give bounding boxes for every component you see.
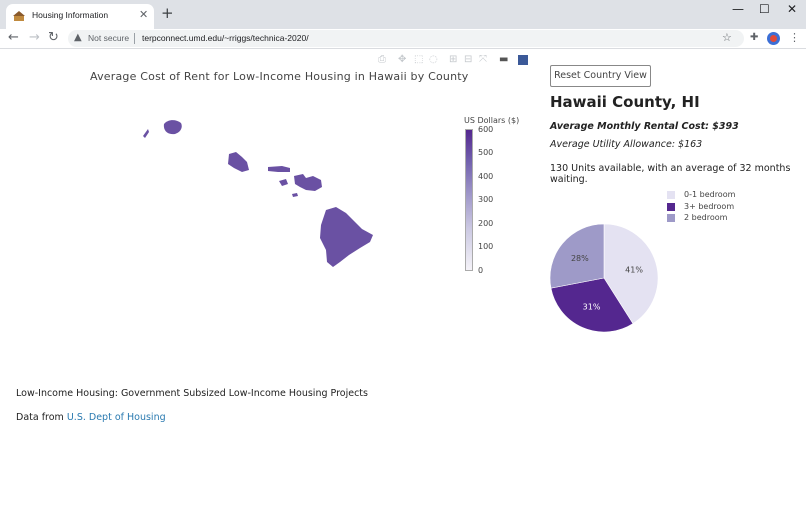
molokai-island xyxy=(268,166,290,172)
maui-island xyxy=(294,174,322,191)
lasso-icon[interactable]: ◌ xyxy=(429,54,438,65)
not-secure-label: Not secure xyxy=(88,33,130,43)
profile-avatar[interactable] xyxy=(767,32,780,45)
colorbar xyxy=(465,129,473,271)
zoom-in-icon[interactable]: ⊞ xyxy=(449,54,458,65)
lanai-island xyxy=(279,179,288,186)
county-title: Hawaii County, HI xyxy=(550,93,700,111)
pan-icon[interactable]: ✥ xyxy=(398,54,407,65)
legend-label: 2 bedroom xyxy=(684,213,728,222)
colorbar-tick: 100 xyxy=(478,242,494,251)
footer-source: Data from U.S. Dept of Housing xyxy=(16,412,166,423)
pie-slice-label: 31% xyxy=(583,303,601,312)
colorbar-tick: 200 xyxy=(478,219,494,228)
reset-country-view-button[interactable]: Reset Country View xyxy=(550,65,651,87)
tab-title: Housing Information xyxy=(32,10,109,20)
utility-text: Average Utility Allowance: $163 xyxy=(550,139,703,150)
oahu-island xyxy=(228,152,249,172)
back-icon[interactable]: ← xyxy=(8,30,19,45)
colorbar-tick: 500 xyxy=(478,148,494,157)
colorbar-tick: 400 xyxy=(478,172,494,181)
maximize-icon[interactable]: ☐ xyxy=(759,2,770,16)
hawaii-map[interactable] xyxy=(130,110,390,280)
extensions-icon[interactable]: ✚ xyxy=(750,32,759,43)
forward-icon[interactable]: → xyxy=(29,30,40,45)
reset-view-icon[interactable]: ⤧ xyxy=(479,54,487,65)
pie-slice[interactable] xyxy=(549,223,605,289)
warning-icon: ▲ xyxy=(74,32,82,43)
plotly-logo-icon[interactable] xyxy=(518,55,528,65)
rent-text: Average Monthly Rental Cost: $393 xyxy=(550,121,739,132)
favicon-icon xyxy=(13,11,25,21)
footer-description: Low-Income Housing: Government Subsized … xyxy=(16,388,368,399)
legend-label: 0-1 bedroom xyxy=(684,190,736,199)
data-from-label: Data from xyxy=(16,412,64,423)
hover-toggle-icon[interactable]: ▬ xyxy=(499,54,509,65)
colorbar-tick: 0 xyxy=(478,266,484,275)
zoom-out-icon[interactable]: ⊟ xyxy=(464,54,473,65)
reload-icon[interactable]: ↻ xyxy=(48,30,59,45)
url-text[interactable]: terpconnect.umd.edu/~rriggs/technica-202… xyxy=(142,33,309,43)
pie-slice-label: 28% xyxy=(571,254,589,263)
legend-swatch xyxy=(667,191,675,199)
map-title: Average Cost of Rent for Low-Income Hous… xyxy=(90,70,469,83)
tab-close-icon[interactable]: ✕ xyxy=(139,8,149,21)
bookmark-star-icon[interactable]: ☆ xyxy=(722,31,732,44)
units-text: 130 Units available, with an average of … xyxy=(550,163,791,185)
address-bar[interactable]: ▲ Not secure terpconnect.umd.edu/~rriggs… xyxy=(68,30,744,47)
legend-label: 3+ bedroom xyxy=(684,202,735,211)
page-content: ⎙ ✥ ⬚ ◌ ⊞ ⊟ ⤧ ▬ Average Cost of Rent for… xyxy=(0,50,806,511)
pie-slice[interactable] xyxy=(603,223,659,325)
colorbar-tick: 300 xyxy=(478,195,494,204)
camera-icon[interactable]: ⎙ xyxy=(378,54,386,65)
bedroom-pie-chart[interactable]: 41% 31% 28% xyxy=(548,222,660,334)
hawaii-island xyxy=(320,207,373,267)
niihau-island xyxy=(143,129,149,138)
colorbar-title: US Dollars ($) xyxy=(464,116,520,125)
colorbar-tick: 600 xyxy=(478,125,494,134)
hud-link[interactable]: U.S. Dept of Housing xyxy=(66,412,166,423)
close-window-icon[interactable]: ✕ xyxy=(787,2,798,16)
pie-slice-label: 41% xyxy=(625,265,643,274)
box-select-icon[interactable]: ⬚ xyxy=(414,54,424,65)
legend-swatch xyxy=(667,214,675,222)
legend-swatch xyxy=(667,203,675,211)
omnibox-divider xyxy=(134,33,135,44)
new-tab-icon[interactable]: + xyxy=(161,4,174,22)
minimize-icon[interactable]: — xyxy=(732,2,744,16)
browser-tab[interactable]: Housing Information ✕ xyxy=(6,4,154,29)
kahoolawe-island xyxy=(292,193,298,197)
kauai-island xyxy=(163,120,182,135)
tab-strip: Housing Information ✕ + — ☐ ✕ xyxy=(0,0,806,29)
browser-toolbar: ← → ↻ ▲ Not secure terpconnect.umd.edu/~… xyxy=(0,29,806,49)
menu-icon[interactable]: ⋮ xyxy=(789,31,800,44)
pie-slice[interactable] xyxy=(550,277,634,333)
